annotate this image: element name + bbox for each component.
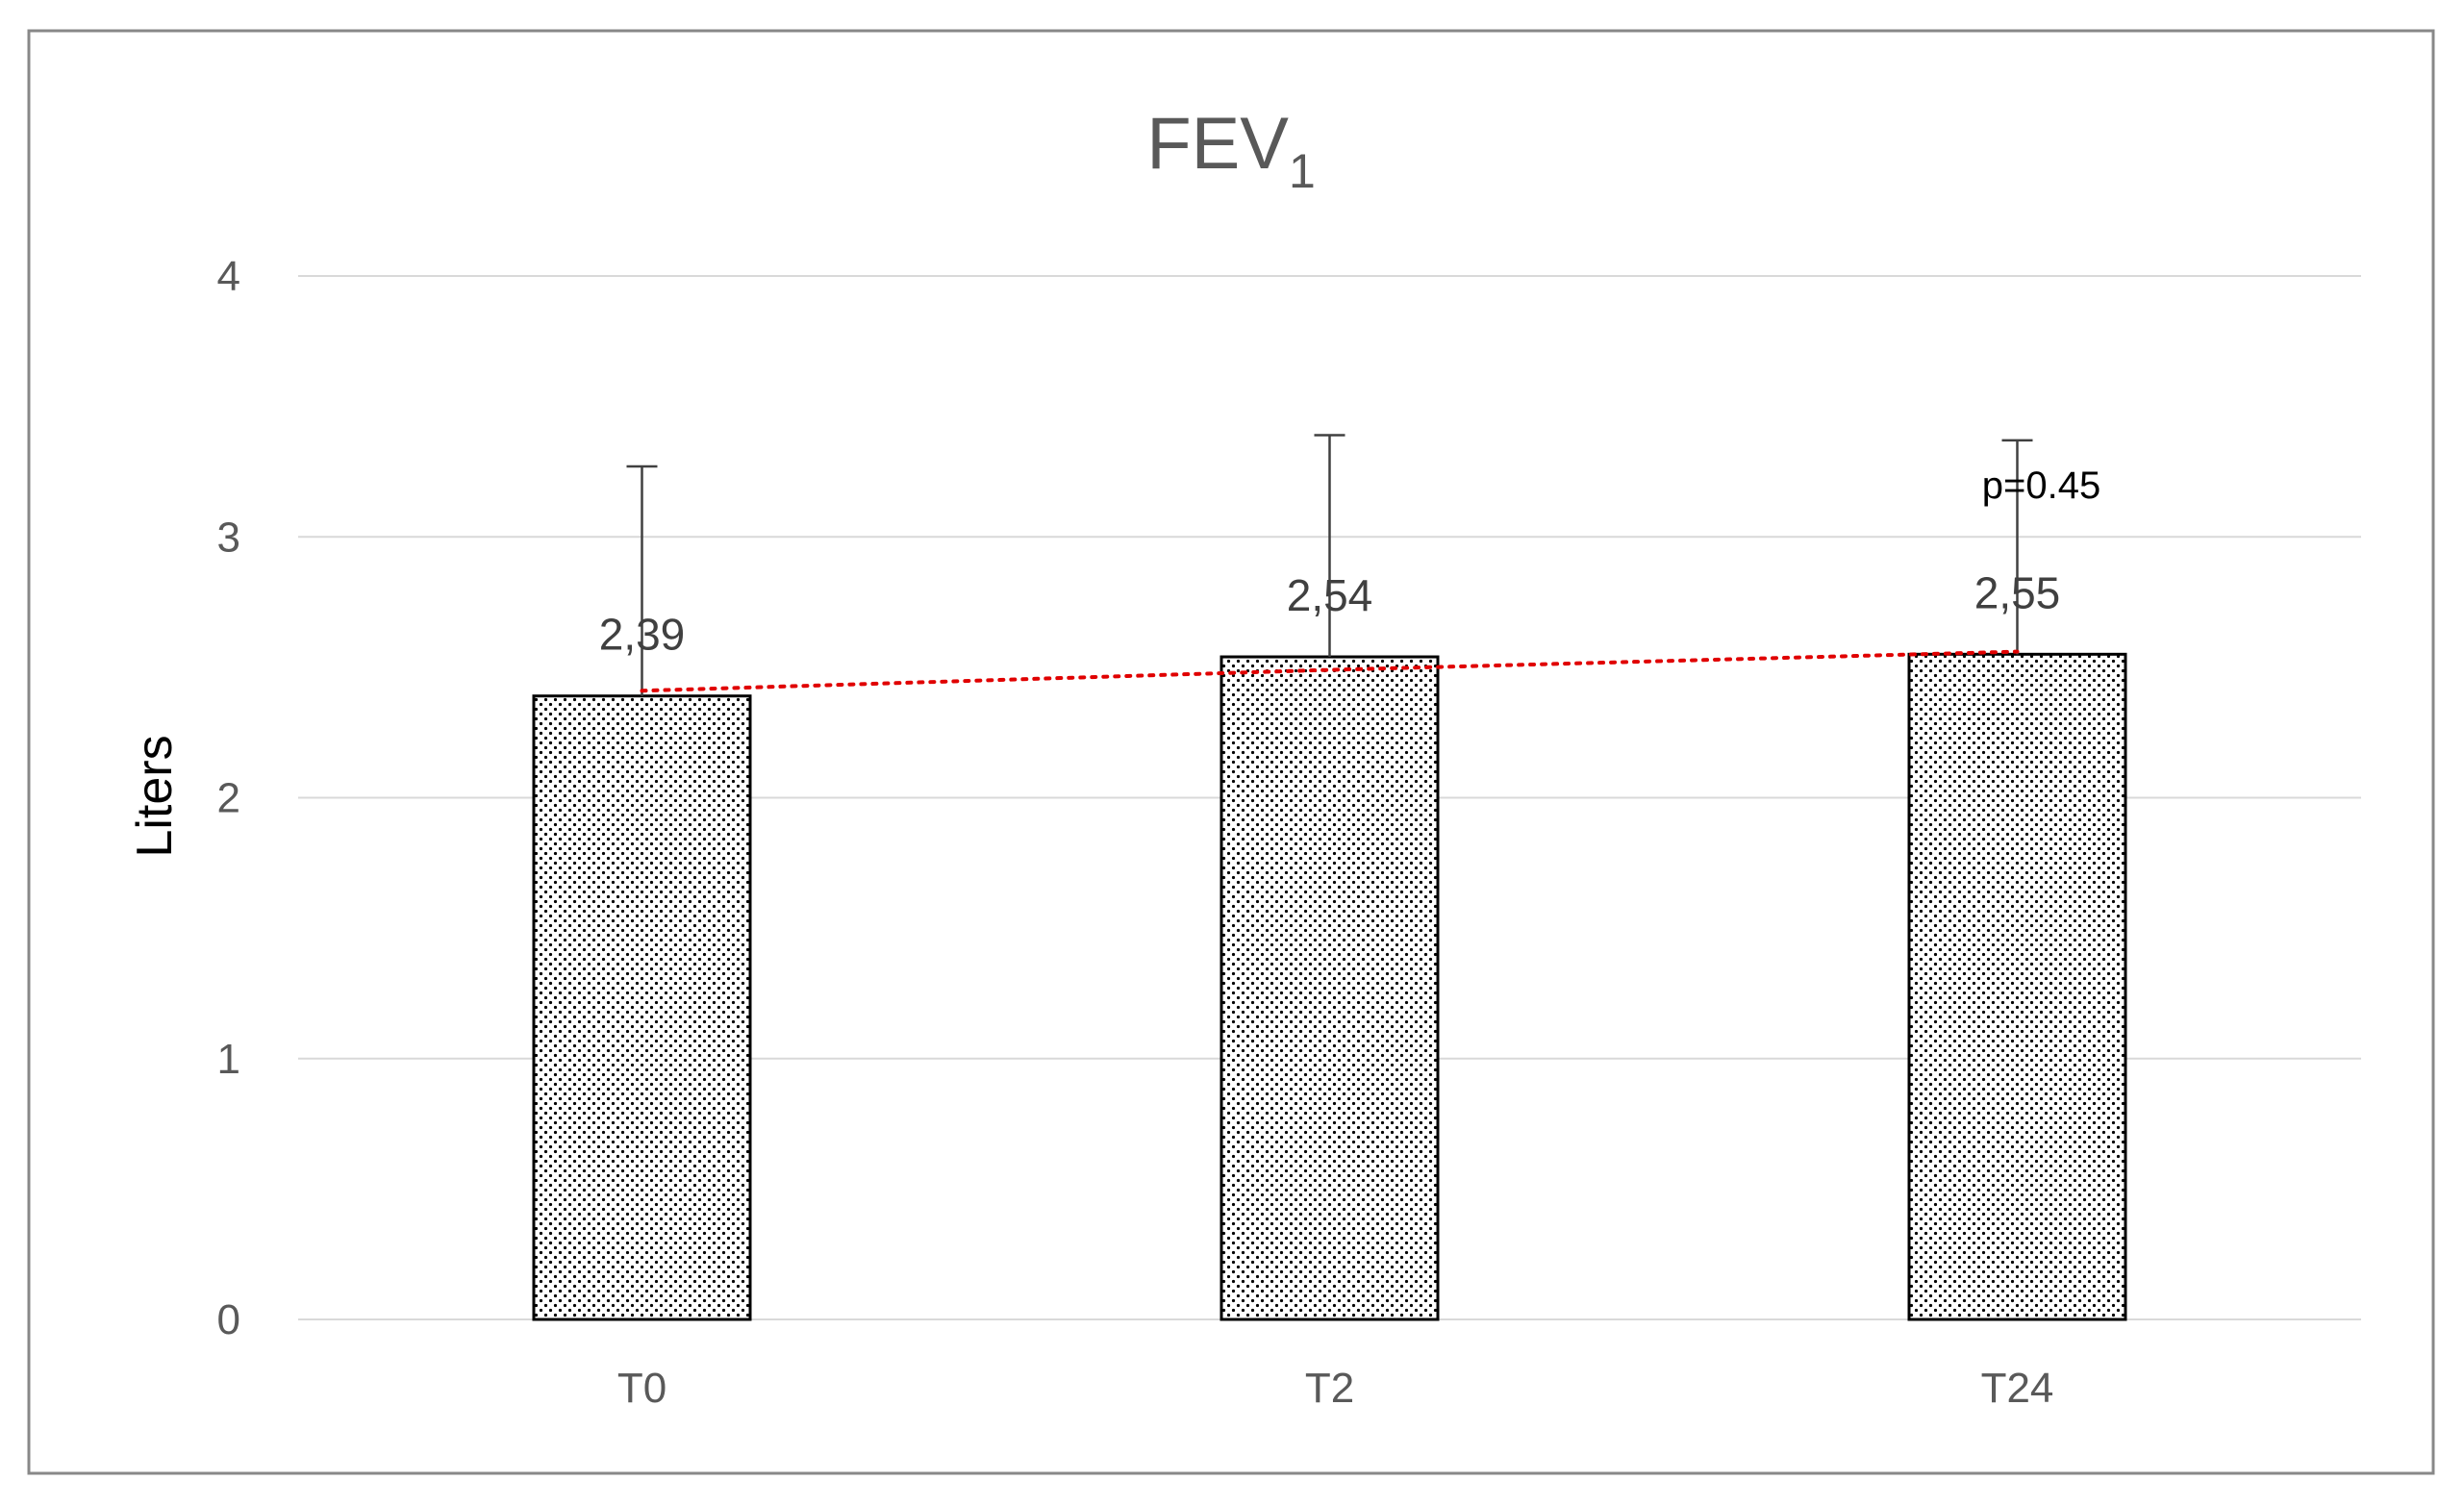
bars: [532, 652, 2127, 1321]
data-label-T0: 2,39: [599, 610, 686, 660]
trendline-path: [640, 649, 2020, 693]
x-tick-label-T0: T0: [617, 1365, 666, 1412]
data-labels: 2,39 2,54 2,55: [599, 567, 2061, 659]
bar-T2: [1219, 655, 1440, 1321]
chart-title-subscript: 1: [1289, 144, 1316, 198]
y-tick-label-2: 2: [217, 775, 240, 822]
annotations: p=0.45: [1982, 464, 2100, 507]
data-label-T2: 2,54: [1287, 570, 1373, 620]
trendline: [640, 649, 2020, 693]
data-label-T24: 2,55: [1974, 567, 2061, 617]
y-tick-label-0: 0: [217, 1296, 240, 1343]
x-tick-label-T24: T24: [1981, 1365, 2054, 1412]
chart-title-main: FEV: [1146, 103, 1289, 185]
y-tick-label-1: 1: [217, 1036, 240, 1083]
y-tick-label-4: 4: [217, 253, 240, 300]
y-axis-title: Liters: [127, 735, 183, 857]
error-bars: [626, 434, 2033, 696]
chart-title: FEV1: [1146, 103, 1316, 198]
bar-T24: [1907, 652, 2127, 1321]
annotation-p-value: p=0.45: [1982, 464, 2100, 507]
x-tick-labels: T0 T2 T24: [617, 1365, 2054, 1412]
y-tick-labels: 0 1 2 3 4: [217, 253, 240, 1343]
x-tick-label-T2: T2: [1305, 1365, 1354, 1412]
bar-T0: [532, 694, 752, 1321]
y-tick-label-3: 3: [217, 514, 240, 561]
